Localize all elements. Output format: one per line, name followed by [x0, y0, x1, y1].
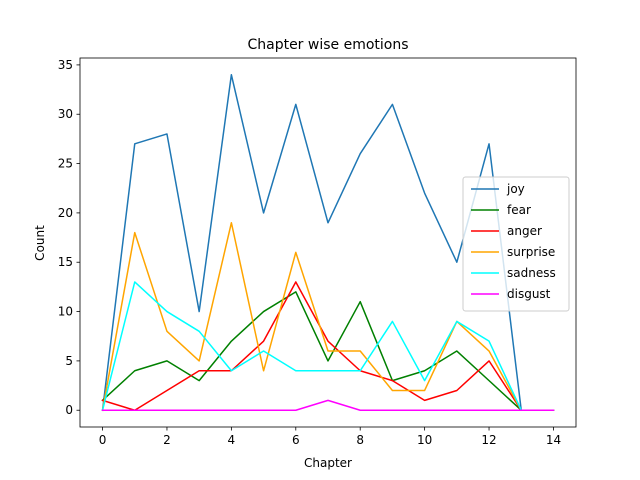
plot-frame	[79, 57, 577, 428]
x-axis-label: Chapter	[304, 456, 352, 470]
y-tick-label: 10	[58, 305, 73, 319]
legend-label-fear: fear	[507, 203, 531, 217]
series-line-surprise	[101, 222, 555, 412]
x-tick-label: 2	[163, 433, 171, 447]
y-tick-label: 0	[65, 403, 73, 417]
chart-title: Chapter wise emotions	[247, 37, 408, 53]
legend-label-sadness: sadness	[507, 266, 556, 280]
legend-label-surprise: surprise	[507, 245, 555, 259]
y-tick-label: 35	[58, 58, 73, 72]
y-tick-label: 25	[58, 157, 73, 171]
y-axis: 0 5 10 15 20 25 30 35	[58, 58, 80, 417]
x-axis: 0 2 4 6 8 10 12 14	[99, 427, 561, 447]
legend-label-anger: anger	[507, 224, 542, 238]
legend: joy fear anger surprise sadness disgust	[462, 176, 570, 312]
series-line-sadness	[101, 281, 555, 412]
y-tick-label: 30	[58, 107, 73, 121]
x-tick-label: 8	[356, 433, 364, 447]
y-tick-label: 15	[58, 255, 73, 269]
series-line-anger	[101, 281, 555, 411]
legend-label-joy: joy	[506, 182, 525, 196]
y-tick-label: 5	[65, 354, 73, 368]
y-axis-label: Count	[33, 225, 47, 261]
y-tick-label: 20	[58, 206, 73, 220]
x-tick-label: 14	[546, 433, 561, 447]
x-tick-label: 4	[228, 433, 236, 447]
legend-label-disgust: disgust	[507, 287, 551, 301]
x-tick-label: 6	[292, 433, 300, 447]
x-tick-label: 0	[99, 433, 107, 447]
x-tick-label: 10	[417, 433, 432, 447]
x-tick-label: 12	[481, 433, 496, 447]
series-line-disgust	[101, 399, 555, 411]
